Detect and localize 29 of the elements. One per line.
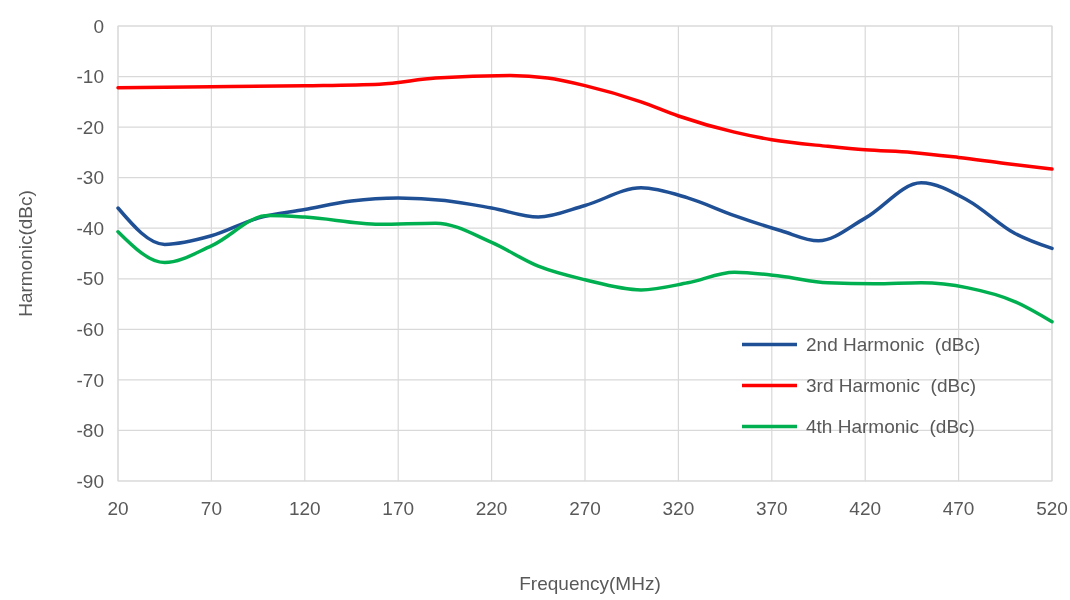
x-tick-label: 70 bbox=[200, 498, 222, 519]
y-axis-title: Harmonic(dBc) bbox=[15, 190, 36, 317]
x-tick-label: 520 bbox=[1036, 498, 1068, 519]
x-tick-label: 220 bbox=[475, 498, 508, 519]
y-tick-label: 0 bbox=[93, 15, 104, 37]
y-tick-label: -10 bbox=[76, 66, 104, 88]
line-series bbox=[116, 73, 1054, 171]
x-tick-label: 170 bbox=[382, 498, 415, 519]
line-series bbox=[116, 213, 1054, 324]
y-tick-label: -90 bbox=[76, 470, 104, 492]
x-tick-label: 320 bbox=[662, 498, 695, 519]
line-series bbox=[116, 180, 1054, 251]
x-tick-label: 420 bbox=[849, 498, 882, 519]
y-tick-label: -60 bbox=[76, 318, 104, 340]
y-tick-label: -30 bbox=[76, 167, 104, 189]
legend-label: 3rd Harmonic (dBc) bbox=[806, 375, 976, 397]
y-tick-label: -40 bbox=[76, 217, 104, 239]
y-tick-label: -70 bbox=[76, 369, 104, 391]
x-tick-label: 270 bbox=[569, 498, 601, 519]
x-tick-label: 20 bbox=[107, 498, 129, 519]
y-tick-label: -20 bbox=[76, 116, 104, 138]
y-tick-label: -80 bbox=[76, 420, 104, 442]
legend-label: 4th Harmonic (dBc) bbox=[806, 416, 975, 438]
y-tick-label: -50 bbox=[76, 268, 104, 290]
x-tick-label: 370 bbox=[755, 498, 788, 519]
legend-label: 2nd Harmonic (dBc) bbox=[806, 334, 981, 356]
x-tick-label: 470 bbox=[942, 498, 975, 519]
x-tick-label: 120 bbox=[288, 498, 321, 519]
x-axis-title: Frequency(MHz) bbox=[519, 573, 661, 594]
